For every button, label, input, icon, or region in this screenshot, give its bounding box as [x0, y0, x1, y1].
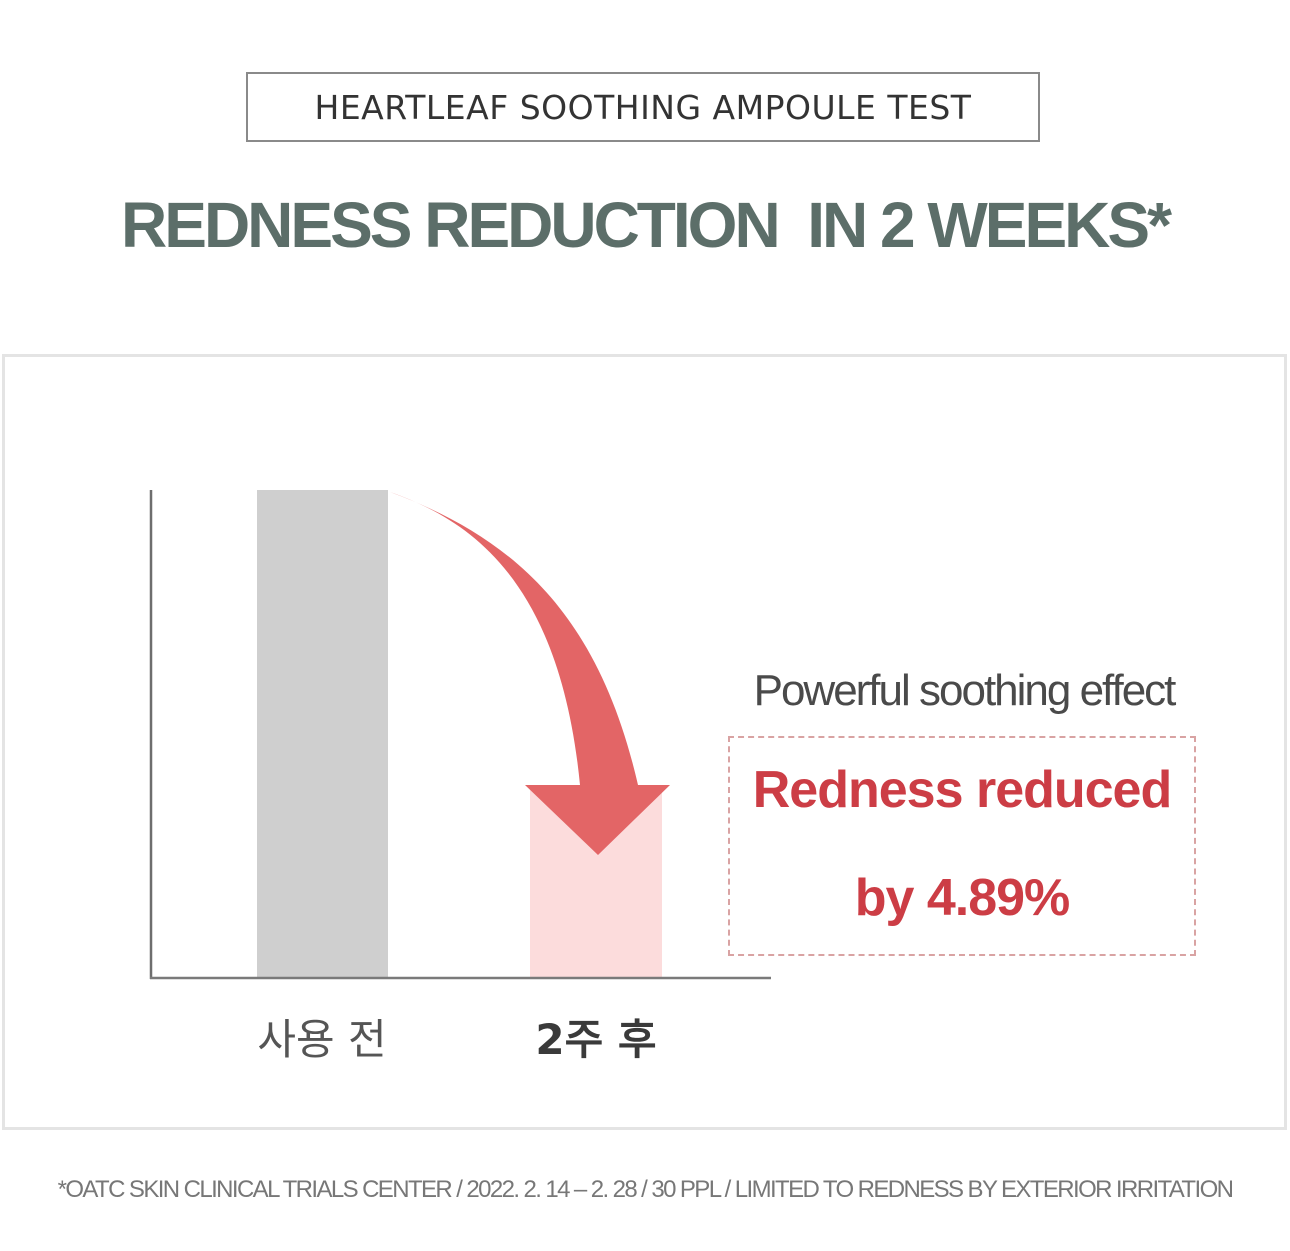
result-callout-box: Redness reduced by 4.89% — [728, 736, 1196, 956]
result-line-2: by 4.89% — [854, 869, 1071, 927]
x-label-before: 사용 전 — [257, 1015, 387, 1064]
x-label-after: 2주 후 — [535, 1015, 657, 1064]
chart-panel — [2, 354, 1287, 1130]
decrease-arrow-icon — [390, 492, 670, 855]
effect-caption: Powerful soothing effect — [753, 666, 1177, 715]
result-line-1: Redness reduced — [752, 761, 1173, 819]
page-headline: REDNESS REDUCTION IN 2 WEEKS* — [121, 189, 1172, 261]
footnote: *OATC SKIN CLINICAL TRIALS CENTER / 2022… — [57, 1176, 1234, 1203]
bar-before — [257, 490, 388, 978]
test-title-box: HEARTLEAF SOOTHING AMPOULE TEST — [246, 72, 1040, 142]
test-title: HEARTLEAF SOOTHING AMPOULE TEST — [314, 87, 972, 127]
